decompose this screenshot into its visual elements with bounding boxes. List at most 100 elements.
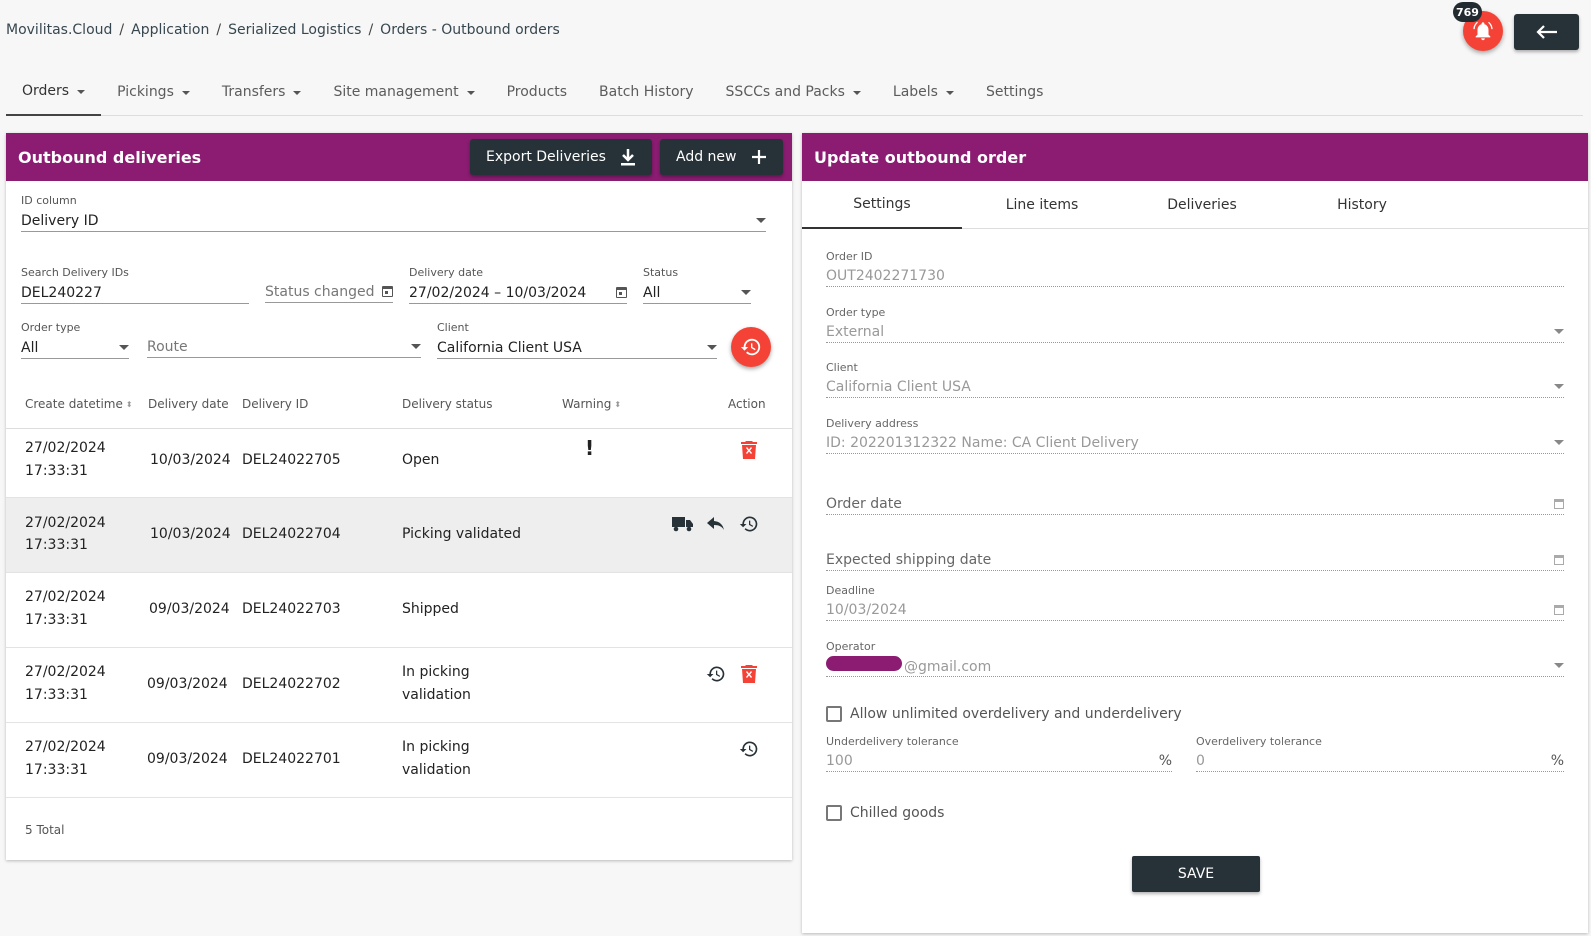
caret-down-icon bbox=[466, 91, 475, 95]
tab-line-items[interactable]: Line items bbox=[1005, 197, 1079, 213]
table-row[interactable]: 27/02/2024 17:33:31 09/03/2024 DEL240227… bbox=[6, 723, 792, 798]
chilled-goods-checkbox[interactable]: Chilled goods bbox=[826, 805, 944, 821]
delivery-date: 10/03/2024 bbox=[150, 526, 231, 542]
create-time: 17:33:31 bbox=[25, 612, 88, 628]
delivery-id: DEL24022702 bbox=[242, 676, 341, 692]
outbound-deliveries-panel: Outbound deliveries Export Deliveries Ad… bbox=[6, 133, 792, 860]
breadcrumb-item[interactable]: Movilitas.Cloud bbox=[6, 22, 113, 38]
calendar-icon[interactable] bbox=[616, 287, 627, 298]
calendar-icon[interactable] bbox=[1554, 554, 1564, 565]
delivery-id: DEL24022705 bbox=[242, 452, 341, 468]
delivery-status: Shipped bbox=[402, 601, 459, 617]
update-outbound-order-panel: Update outbound order bbox=[802, 133, 1588, 933]
delivery-date-range-input[interactable]: Delivery date 27/02/2024 – 10/03/2024 bbox=[409, 266, 627, 304]
tab-deliveries[interactable]: Deliveries bbox=[1167, 197, 1237, 213]
create-time: 17:33:31 bbox=[25, 762, 88, 778]
panel-header: Update outbound order bbox=[802, 133, 1588, 181]
route-select[interactable]: Route bbox=[147, 336, 421, 358]
tab-history[interactable]: History bbox=[1337, 197, 1387, 213]
order-type-select: Order type External bbox=[826, 306, 1564, 343]
deadline-input: Deadline 10/03/2024 bbox=[826, 584, 1564, 621]
dropdown-arrow-icon bbox=[707, 345, 717, 350]
back-button[interactable] bbox=[1514, 14, 1579, 50]
column-header-create-datetime[interactable]: Create datetime ⬍ bbox=[25, 397, 133, 411]
sort-icon: ⬍ bbox=[614, 400, 622, 409]
column-header-delivery-status: Delivery status bbox=[402, 397, 493, 411]
order-tabs: Settings Line items Deliveries History bbox=[802, 181, 1588, 229]
main-nav: Orders Pickings Transfers Site managemen… bbox=[6, 68, 1583, 116]
order-date-input[interactable]: Order date bbox=[826, 493, 1564, 515]
order-type-select[interactable]: Order type All bbox=[21, 321, 129, 359]
allow-unlimited-checkbox[interactable]: Allow unlimited overdelivery and underde… bbox=[826, 706, 1182, 722]
dropdown-arrow-icon bbox=[741, 290, 751, 295]
plus-icon bbox=[751, 150, 766, 164]
delivery-id: DEL24022703 bbox=[242, 601, 341, 617]
caret-down-icon bbox=[945, 91, 954, 95]
caret-down-icon bbox=[852, 91, 861, 95]
nav-labels[interactable]: Labels bbox=[877, 68, 970, 116]
history-icon bbox=[740, 338, 761, 356]
truck-icon[interactable] bbox=[671, 512, 695, 536]
dropdown-arrow-icon bbox=[411, 344, 421, 349]
calendar-icon[interactable] bbox=[382, 286, 393, 297]
nav-site-management[interactable]: Site management bbox=[317, 68, 490, 116]
nav-ssccs-and-packs[interactable]: SSCCs and Packs bbox=[710, 68, 877, 116]
nav-settings[interactable]: Settings bbox=[985, 84, 1044, 100]
sort-icon: ⬍ bbox=[125, 400, 133, 409]
tab-settings[interactable]: Settings bbox=[802, 181, 962, 229]
status-select[interactable]: Status All bbox=[643, 266, 751, 304]
redacted-block bbox=[826, 656, 902, 671]
delivery-date: 10/03/2024 bbox=[150, 452, 231, 468]
delivery-date: 09/03/2024 bbox=[149, 601, 230, 617]
panel-title: Outbound deliveries bbox=[18, 147, 202, 167]
column-header-warning[interactable]: Warning ⬍ bbox=[562, 397, 622, 411]
id-column-select[interactable]: ID column Delivery ID bbox=[21, 194, 766, 232]
calendar-icon[interactable] bbox=[1554, 498, 1564, 509]
reply-icon[interactable] bbox=[704, 512, 728, 536]
add-new-button[interactable]: Add new bbox=[660, 139, 783, 175]
save-button[interactable]: SAVE bbox=[1132, 856, 1260, 892]
delete-icon[interactable] bbox=[737, 662, 761, 686]
table-row[interactable]: 27/02/2024 17:33:31 09/03/2024 DEL240227… bbox=[6, 648, 792, 723]
expected-shipping-date-input[interactable]: Expected shipping date bbox=[826, 549, 1564, 571]
delivery-status: Picking validated bbox=[402, 526, 522, 542]
breadcrumb-item[interactable]: Application bbox=[131, 22, 210, 38]
delivery-status: validation bbox=[402, 762, 471, 778]
delivery-status: In picking bbox=[402, 664, 470, 680]
nav-orders[interactable]: Orders bbox=[6, 68, 102, 116]
dropdown-arrow-icon bbox=[756, 218, 766, 223]
breadcrumb-item[interactable]: Serialized Logistics bbox=[228, 22, 362, 38]
nav-products[interactable]: Products bbox=[506, 84, 568, 100]
create-date: 27/02/2024 bbox=[25, 664, 106, 680]
dropdown-arrow-icon bbox=[1554, 329, 1564, 334]
reset-filters-button[interactable] bbox=[731, 327, 771, 367]
notification-count-badge: 769 bbox=[1453, 2, 1482, 22]
caret-down-icon bbox=[77, 90, 86, 94]
calendar-icon bbox=[1554, 604, 1564, 615]
status-changed-date-input[interactable]: Status changed bbox=[265, 281, 393, 303]
table-row[interactable]: 27/02/2024 17:33:31 10/03/2024 DEL240227… bbox=[6, 424, 792, 498]
dropdown-arrow-icon bbox=[119, 345, 129, 350]
table-row[interactable]: 27/02/2024 17:33:31 09/03/2024 DEL240227… bbox=[6, 573, 792, 648]
nav-batch-history[interactable]: Batch History bbox=[599, 84, 694, 100]
order-id-field: Order ID OUT2402271730 bbox=[826, 250, 1564, 287]
nav-transfers[interactable]: Transfers bbox=[206, 68, 318, 116]
history-icon[interactable] bbox=[737, 737, 761, 761]
history-icon[interactable] bbox=[704, 662, 728, 686]
breadcrumb-item: Orders - Outbound orders bbox=[380, 22, 560, 38]
delivery-id: DEL24022704 bbox=[242, 526, 341, 542]
overdelivery-tolerance-input: Overdelivery tolerance 0% bbox=[1196, 735, 1564, 772]
create-time: 17:33:31 bbox=[25, 687, 88, 703]
nav-pickings[interactable]: Pickings bbox=[101, 68, 206, 116]
client-select[interactable]: Client California Client USA bbox=[437, 321, 717, 359]
search-delivery-ids-input[interactable]: Search Delivery IDs DEL240227 bbox=[21, 266, 249, 304]
delivery-status: In picking bbox=[402, 739, 470, 755]
delete-icon[interactable] bbox=[737, 438, 761, 462]
export-deliveries-button[interactable]: Export Deliveries bbox=[470, 139, 652, 175]
dropdown-arrow-icon bbox=[1554, 440, 1564, 445]
history-icon[interactable] bbox=[737, 512, 761, 536]
breadcrumb: Movilitas.Cloud / Application / Serialized… bbox=[6, 22, 560, 38]
delivery-date: 09/03/2024 bbox=[147, 751, 228, 767]
delivery-status: Open bbox=[402, 452, 440, 468]
table-row[interactable]: 27/02/2024 17:33:31 10/03/2024 DEL240227… bbox=[6, 498, 792, 573]
